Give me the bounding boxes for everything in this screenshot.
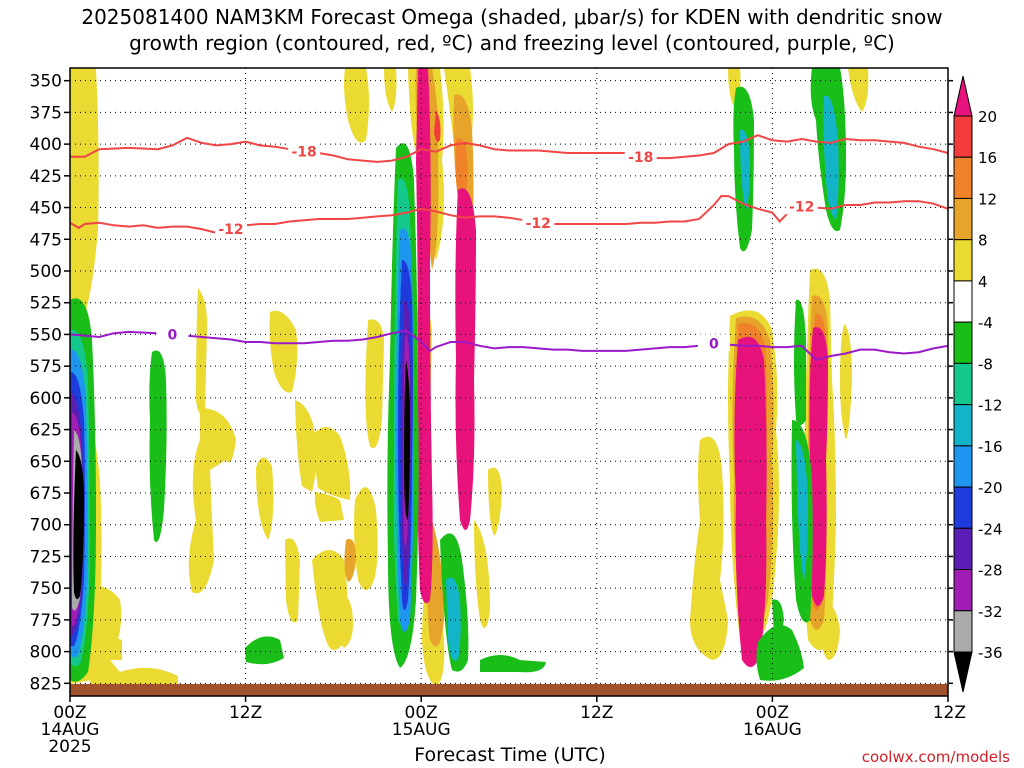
y-tick-label: 675 [30,484,62,504]
colorbar-label: -20 [978,479,1003,497]
colorbar-swatch [953,445,973,488]
x-tick-label: 12Z [580,703,613,723]
plot-area: -18 -18 -12 -12 -12 0 0 [70,68,948,696]
y-axis: 350 375 400 425 450 475 500 525 550 575 600 625 650 6… [30,72,953,694]
colorbar: 20 16 12 8 4 -4 -8 -12 -16 -20 -24 -28 -32 -36 [953,75,1003,693]
colorbar-label: 4 [978,273,988,291]
colorbar-top-triangle [953,75,973,117]
contour-label: 0 [168,327,178,343]
x-tick-label: 00Z [756,703,789,723]
y-tick-label: 375 [30,103,62,123]
colorbar-label: 8 [978,232,988,250]
x-tick-label: 15AUG [392,720,451,740]
colorbar-label: -36 [978,644,1003,662]
x-tick-label: 00Z [405,703,438,723]
x-tick-label: 14AUG [41,720,100,740]
x-axis-label: Forecast Time (UTC) [414,744,606,766]
contour-line [70,134,948,163]
y-tick-label: 575 [30,357,62,377]
x-tick-label: 16AUG [743,720,802,740]
colorbar-swatch [953,527,973,571]
contour-label-bg [288,142,321,160]
contour-label-bg [697,334,730,352]
contour-label: -18 [628,150,653,166]
contour-label: 0 [709,336,719,352]
contour-label-bg [624,147,657,165]
colorbar-swatch [953,197,973,241]
colorbar-label: -24 [978,520,1003,538]
y-tick-label: 475 [30,230,62,250]
x-tick-label: 12Z [229,703,262,723]
chart-title-line1: 2025081400 NAM3KM Forecast Omega (shaded… [81,5,943,29]
colorbar-swatch [953,321,973,364]
colorbar-label: -28 [978,562,1003,580]
y-tick-label: 525 [30,294,62,314]
y-tick-label: 550 [30,325,62,345]
colorbar-swatch [953,280,973,323]
y-tick-label: 425 [30,167,62,187]
contour-label-bg [785,197,818,215]
contour-label: -12 [789,199,814,215]
contour-label-bg [214,220,247,238]
colorbar-label: -8 [978,355,993,373]
x-tick-label: 2025 [48,737,91,757]
colorbar-bottom-triangle [953,651,973,693]
y-tick-label: 775 [30,611,62,631]
colorbar-swatch [953,239,973,282]
plot-frame [69,67,949,697]
colorbar-label: -4 [978,314,993,332]
colorbar-label: 20 [978,108,997,126]
contour-label: -12 [218,222,243,238]
terrain-strip [70,684,948,696]
y-tick-label: 825 [30,674,62,694]
colorbar-swatch [953,610,973,653]
colorbar-swatch [953,156,973,199]
colorbar-swatch [953,486,973,529]
y-tick-label: 700 [30,516,62,536]
y-tick-label: 400 [30,135,62,155]
colorbar-label: -16 [978,438,1003,456]
colorbar-label: 16 [978,149,997,167]
x-tick-label: 12Z [933,703,966,723]
colorbar-swatch [953,569,973,612]
y-tick-label: 800 [30,643,62,663]
y-tick-label: 750 [30,579,62,599]
y-tick-label: 650 [30,452,62,472]
x-tick-label: 00Z [53,703,86,723]
credit-text: coolwx.com/models [861,748,1010,766]
shade-magenta [416,68,828,668]
contour-label: -18 [291,145,316,161]
colorbar-swatch [953,404,973,447]
y-tick-label: 600 [30,389,62,409]
chart-title: 2025081400 NAM3KM Forecast Omega (shaded… [0,4,1024,56]
contour-label-bg [156,325,189,343]
y-tick-label: 500 [30,262,62,282]
contour-labels: -18 -18 -12 -12 -12 0 0 [156,142,818,352]
y-tick-label: 450 [30,199,62,219]
omega-shading [70,68,869,686]
y-tick-label: 725 [30,547,62,567]
chart-title-line2: growth region (contoured, red, ºC) and f… [129,31,895,55]
contour-label-bg [522,213,555,231]
colorbar-swatch [953,115,973,158]
colorbar-label: 12 [978,190,997,208]
shade-blue [70,228,414,658]
contour-line [70,329,948,361]
colorbar-swatch [953,362,973,406]
contour-label: -12 [526,216,551,232]
colorbar-label: -12 [978,397,1003,415]
colorbar-label: -32 [978,603,1003,621]
y-tick-label: 625 [30,421,62,441]
y-tick-label: 350 [30,72,62,92]
